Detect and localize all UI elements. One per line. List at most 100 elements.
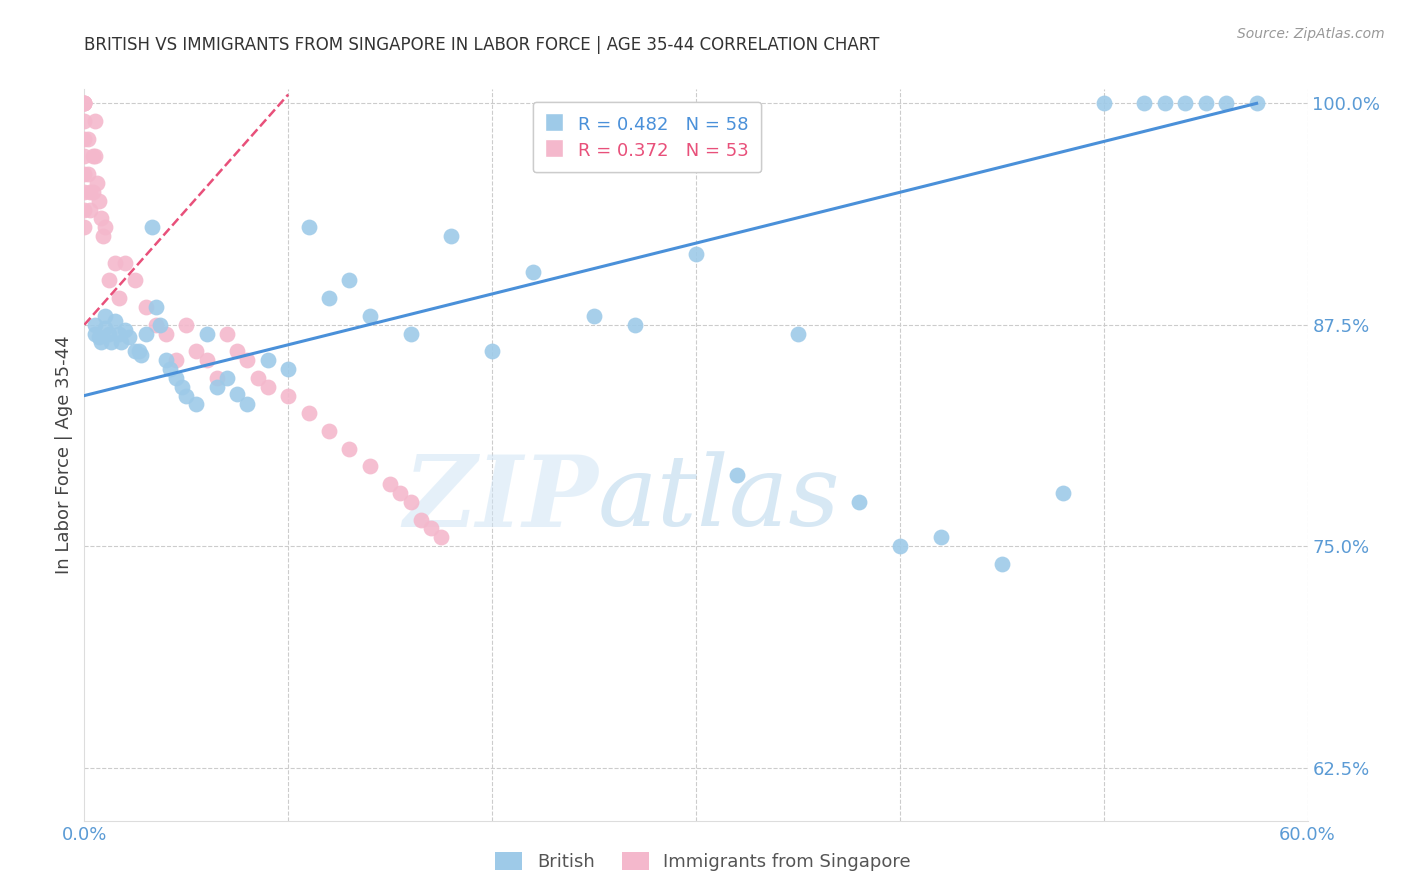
Point xyxy=(848,495,870,509)
Point xyxy=(124,344,146,359)
Point xyxy=(118,330,141,344)
Point xyxy=(277,388,299,402)
Point xyxy=(226,387,249,401)
Point xyxy=(73,96,96,111)
Point xyxy=(73,149,96,163)
Point xyxy=(257,380,280,394)
Point xyxy=(420,521,443,535)
Point xyxy=(73,96,96,111)
Point xyxy=(77,167,100,181)
Point xyxy=(217,326,239,341)
Point xyxy=(86,176,108,190)
Point xyxy=(155,353,177,368)
Point xyxy=(359,459,381,474)
Point xyxy=(91,229,114,244)
Point xyxy=(1174,96,1197,111)
Point xyxy=(195,326,218,341)
Point xyxy=(73,202,96,217)
Point xyxy=(73,132,96,146)
Point xyxy=(104,314,127,328)
Point xyxy=(172,380,194,394)
Point xyxy=(318,424,340,438)
Point xyxy=(73,114,96,128)
Point xyxy=(246,371,269,385)
Text: atlas: atlas xyxy=(598,451,841,547)
Point xyxy=(165,371,187,385)
Point xyxy=(159,362,181,376)
Point xyxy=(277,362,299,376)
Point xyxy=(73,96,96,111)
Point xyxy=(318,291,340,305)
Point xyxy=(165,353,187,368)
Point xyxy=(114,323,136,337)
Point xyxy=(128,344,150,359)
Point xyxy=(93,220,115,235)
Legend: R = 0.482   N = 58, R = 0.372   N = 53: R = 0.482 N = 58, R = 0.372 N = 53 xyxy=(533,102,761,172)
Point xyxy=(93,309,115,323)
Point xyxy=(83,149,105,163)
Point xyxy=(82,185,104,199)
Point xyxy=(257,353,280,368)
Point xyxy=(82,149,104,163)
Point xyxy=(1133,96,1156,111)
Point xyxy=(787,326,810,341)
Text: BRITISH VS IMMIGRANTS FROM SINGAPORE IN LABOR FORCE | AGE 35-44 CORRELATION CHAR: BRITISH VS IMMIGRANTS FROM SINGAPORE IN … xyxy=(84,36,880,54)
Point xyxy=(108,291,131,305)
Point xyxy=(145,318,167,332)
Point xyxy=(73,185,96,199)
Point xyxy=(79,185,101,199)
Point xyxy=(205,371,228,385)
Point xyxy=(1215,96,1237,111)
Point xyxy=(298,220,321,235)
Point xyxy=(1153,96,1175,111)
Point xyxy=(73,220,96,235)
Point xyxy=(359,309,381,323)
Point xyxy=(87,330,110,344)
Point xyxy=(145,300,167,314)
Point xyxy=(104,256,127,270)
Point xyxy=(90,211,112,226)
Text: Source: ZipAtlas.com: Source: ZipAtlas.com xyxy=(1237,27,1385,41)
Point xyxy=(889,539,911,553)
Point xyxy=(135,326,157,341)
Point xyxy=(929,530,952,544)
Point xyxy=(131,348,153,362)
Point xyxy=(110,335,132,350)
Point xyxy=(1092,96,1115,111)
Point xyxy=(149,318,172,332)
Point xyxy=(83,318,105,332)
Point xyxy=(624,318,647,332)
Point xyxy=(226,344,249,359)
Point xyxy=(195,353,218,368)
Point xyxy=(79,202,101,217)
Point xyxy=(339,442,360,456)
Point xyxy=(440,229,463,244)
Point xyxy=(97,273,120,287)
Y-axis label: In Labor Force | Age 35-44: In Labor Force | Age 35-44 xyxy=(55,335,73,574)
Point xyxy=(83,326,105,341)
Point xyxy=(124,273,146,287)
Point xyxy=(186,344,208,359)
Point xyxy=(1246,96,1268,111)
Point xyxy=(1052,486,1074,500)
Point xyxy=(1195,96,1218,111)
Text: ZIP: ZIP xyxy=(404,450,598,547)
Point xyxy=(186,397,208,411)
Point xyxy=(217,371,239,385)
Point xyxy=(409,512,432,526)
Point xyxy=(236,397,259,411)
Point xyxy=(991,557,1014,571)
Point xyxy=(430,530,453,544)
Point xyxy=(582,309,605,323)
Point xyxy=(100,335,122,350)
Point xyxy=(481,344,503,359)
Point xyxy=(298,406,321,420)
Point xyxy=(174,318,197,332)
Point xyxy=(73,96,96,111)
Point xyxy=(174,388,197,402)
Point xyxy=(389,486,412,500)
Point xyxy=(205,380,228,394)
Point xyxy=(90,335,112,350)
Point xyxy=(83,114,105,128)
Point xyxy=(108,326,131,341)
